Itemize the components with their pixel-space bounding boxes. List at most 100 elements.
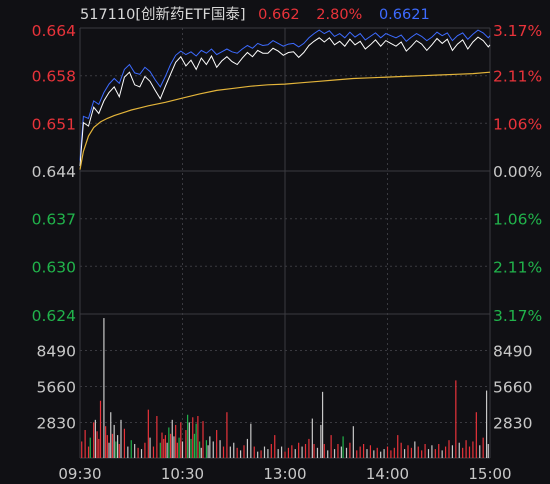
volume-bar [171, 419, 173, 458]
volume-tick-right: 8490 [493, 343, 532, 361]
volume-tick-right: 5660 [493, 379, 532, 397]
y-tick-right: 2.11% [493, 68, 542, 86]
volume-bar [166, 442, 168, 458]
volume-bar [87, 446, 90, 458]
volume-bar [345, 447, 348, 458]
volume-bar [202, 421, 204, 458]
volume-bar [274, 435, 276, 458]
y-tick-right: 2.11% [493, 258, 542, 276]
volume-bar [376, 447, 378, 458]
x-tick: 15:00 [468, 465, 511, 483]
volume-bar [118, 444, 120, 458]
volume-bar [144, 442, 146, 458]
volume-bar [89, 437, 91, 458]
volume-tick-left: 5660 [37, 379, 76, 397]
y-tick-right: 3.17% [493, 22, 542, 40]
volume-bar [108, 442, 110, 458]
volume-bar [291, 445, 293, 458]
volume-bar [216, 430, 218, 458]
grid-lines [79, 27, 491, 459]
volume-bar [431, 445, 433, 458]
volume-bar [84, 430, 86, 458]
volume-bar [190, 438, 192, 458]
volume-bar [127, 446, 129, 458]
volume-bar [333, 449, 336, 458]
volume-bar [105, 426, 107, 458]
x-tick: 10:30 [161, 465, 204, 483]
volume-bar [159, 442, 161, 458]
volume-bar [156, 416, 158, 458]
volume-bar [96, 431, 98, 458]
volume-bar [421, 450, 423, 458]
volume-bar [222, 446, 225, 458]
volume-bar [414, 441, 416, 458]
axis-labels: 0.664 0.658 0.651 0.644 0.637 0.630 0.624 3.17%… [32, 22, 543, 483]
volume-bar [321, 391, 324, 458]
volume-bar [134, 444, 136, 458]
volume-bar [393, 447, 395, 458]
volume-bar [239, 450, 242, 458]
volume-bars [81, 318, 489, 458]
volume-bar [349, 442, 351, 458]
volume-bar [366, 449, 368, 458]
header-price: 0.662 [258, 7, 300, 23]
volume-bar [323, 444, 325, 458]
volume-bar [168, 427, 170, 458]
volume-bar [301, 446, 303, 458]
volume-bar [195, 423, 197, 458]
y-tick-right: 0.00% [493, 163, 542, 181]
volume-bar [427, 449, 430, 458]
volume-bar [263, 446, 266, 458]
y-tick-right: 3.17% [493, 307, 542, 325]
volume-bar [205, 440, 208, 458]
volume-bar [465, 440, 467, 458]
volume-bar [197, 416, 199, 458]
volume-bar [113, 424, 115, 458]
volume-bar [219, 440, 221, 458]
volume-bar [359, 446, 361, 458]
volume-bar [482, 437, 484, 458]
volume-bar [330, 435, 332, 458]
volume-bar [198, 441, 201, 458]
volume-bar [284, 451, 286, 458]
y-tick-left: 0.658 [32, 68, 76, 86]
volume-bar [257, 451, 259, 458]
volume-bar [161, 432, 163, 458]
volume-bar [209, 436, 211, 458]
volume-bar [152, 446, 155, 458]
volume-bar [229, 446, 231, 458]
header-code-name: 517110[创新药ETF国泰] [80, 6, 246, 23]
volume-bar [458, 442, 460, 458]
volume-bar [468, 446, 471, 458]
volume-bar [246, 438, 249, 458]
volume-bar [236, 447, 238, 458]
header-line: 517110[创新药ETF国泰] 0.662 2.80% 0.6621 [80, 6, 430, 23]
volume-bar [400, 442, 402, 458]
volume-bar [403, 449, 406, 458]
volume-bar [106, 435, 108, 458]
volume-bar [410, 447, 413, 458]
volume-bar [212, 441, 214, 458]
volume-bar [137, 447, 139, 458]
volume-bar [362, 444, 365, 458]
volume-bar [320, 424, 322, 458]
volume-bar [149, 437, 151, 458]
volume-tick-right: 2830 [493, 415, 532, 433]
volume-bar [93, 422, 95, 458]
volume-bar [81, 441, 83, 458]
volume-bar [417, 446, 419, 458]
volume-bar [287, 447, 290, 458]
volume-bar [390, 450, 392, 458]
volume-bar [178, 437, 180, 458]
volume-bar [356, 450, 358, 458]
volume-bar [386, 446, 389, 458]
volume-bar [270, 444, 272, 458]
volume-bar [169, 433, 172, 458]
y-tick-left: 0.651 [32, 115, 76, 133]
x-tick: 14:00 [366, 465, 409, 483]
volume-bar [383, 449, 385, 458]
header-avg-price: 0.6621 [379, 7, 430, 23]
y-tick-left: 0.644 [32, 163, 76, 181]
volume-bar [173, 436, 175, 458]
volume-bar [479, 445, 481, 458]
